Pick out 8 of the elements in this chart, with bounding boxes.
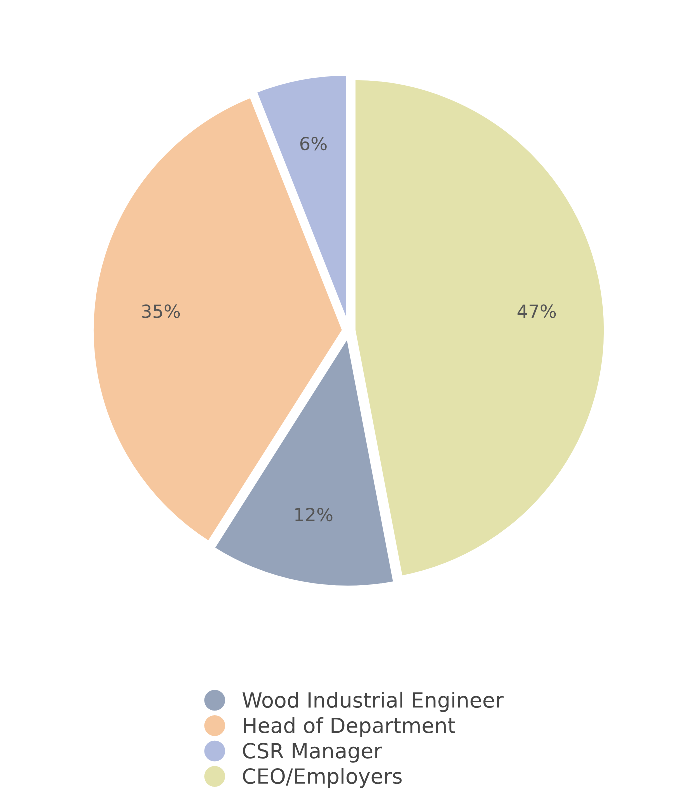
legend-label: Wood Industrial Engineer [242,692,504,712]
legend-label: CSR Manager [243,743,382,763]
data-label: 6% [300,136,327,151]
legend-label: Head of Department [244,717,456,738]
legend-label: CEO/Employers [243,768,402,788]
data-label: 35% [142,304,180,318]
data-label: 12% [296,508,333,522]
data-label: 47% [518,304,556,318]
